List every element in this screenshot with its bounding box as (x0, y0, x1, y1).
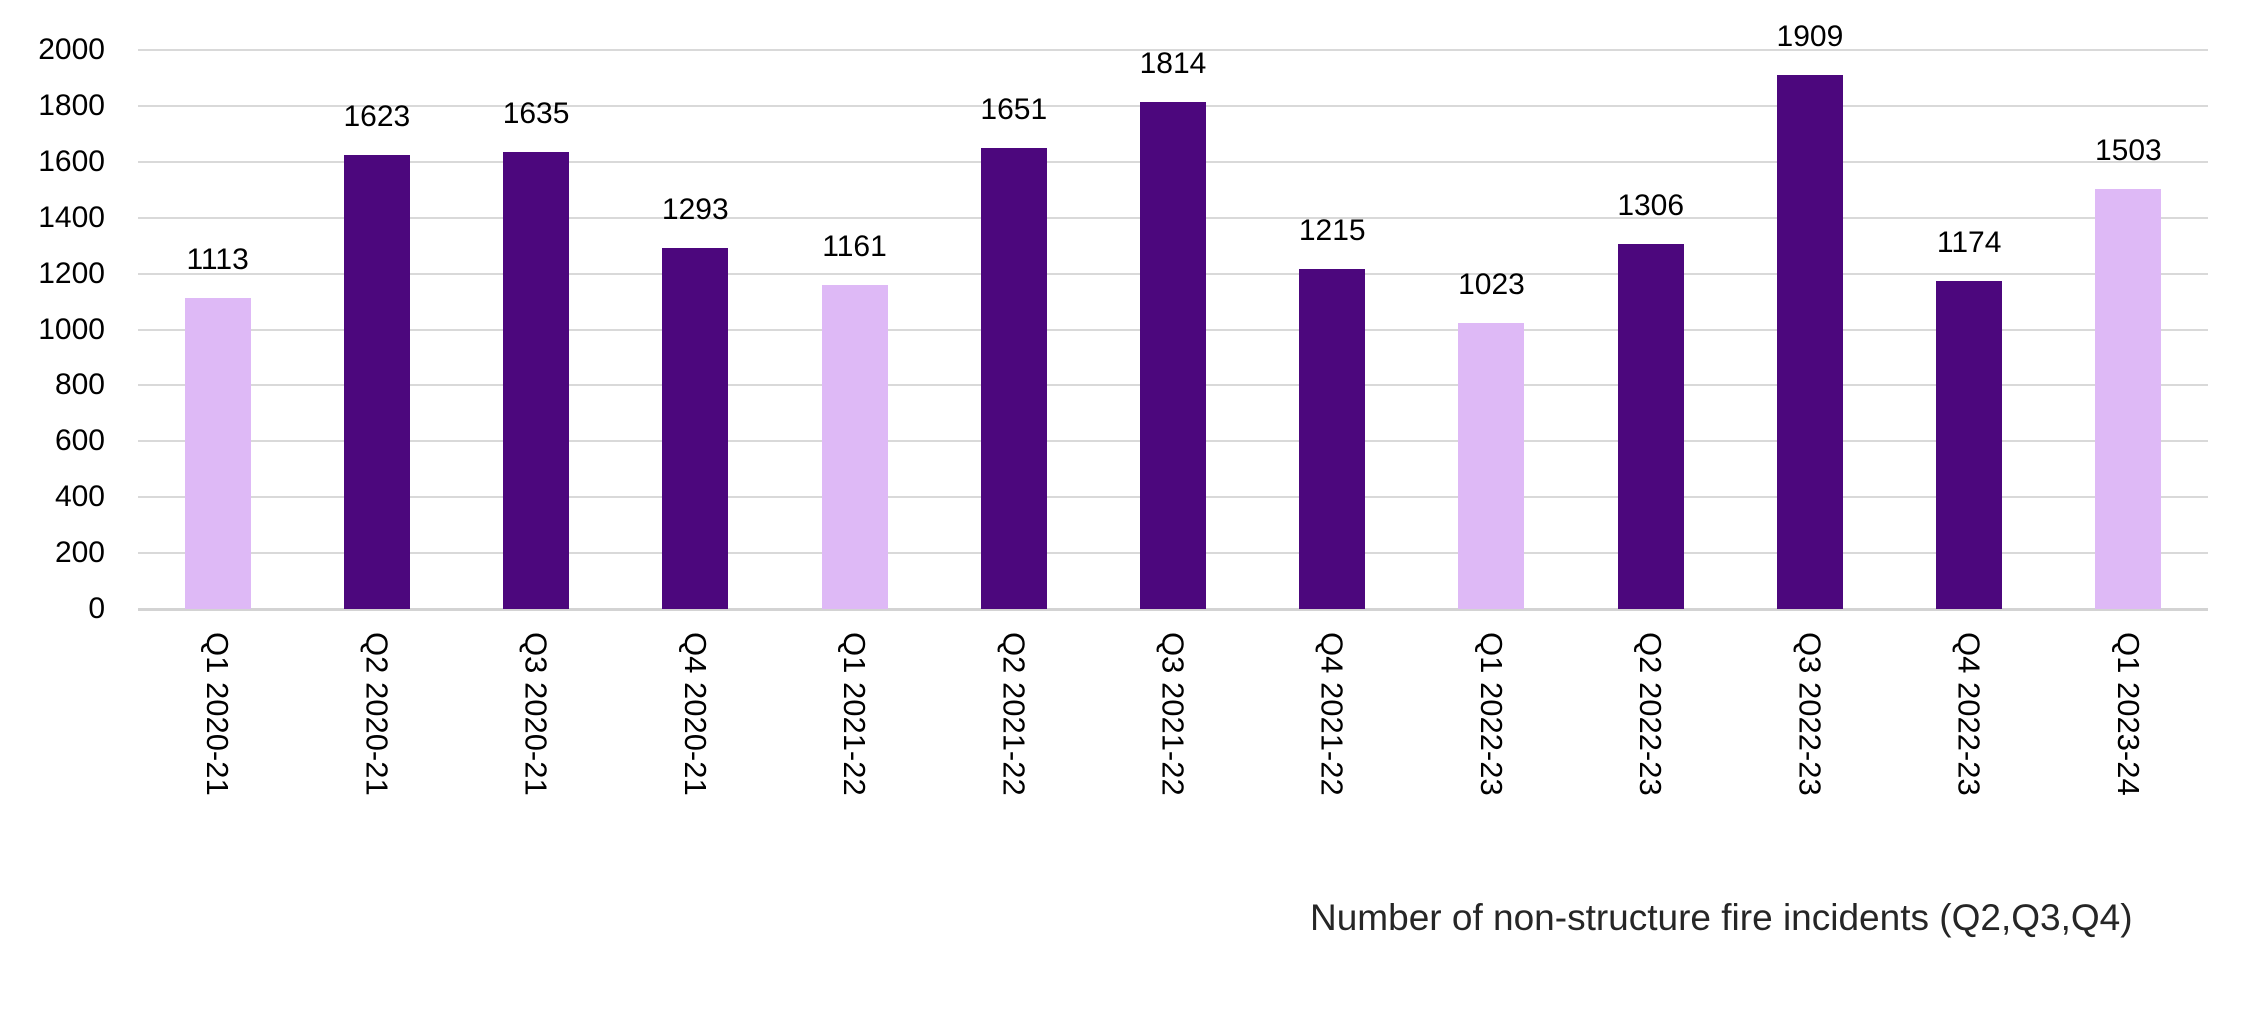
bar-q4-2021-22 (1299, 269, 1366, 609)
x-axis-tick-label: Q3 2022-23 (1792, 632, 1828, 796)
y-axis-tick-label: 600 (54, 424, 105, 458)
data-label: 1306 (1617, 188, 1685, 222)
gridline (138, 49, 2208, 51)
data-label: 1503 (2095, 133, 2162, 167)
plot-area: 1113 1623 1635 1293 1161 1651 1814 1215 1023 1306… (138, 20, 2208, 611)
y-axis-tick-label: 2000 (38, 33, 105, 66)
bar-q1-2023-24 (2095, 188, 2162, 609)
data-label: 1623 (343, 100, 411, 134)
bar-q4-2022-23 (1936, 280, 2003, 609)
x-axis-tick-label: Q2 2021-22 (996, 632, 1032, 796)
data-label: 1909 (1776, 20, 1844, 54)
y-axis-tick-label: 1600 (38, 144, 105, 178)
chart-caption: Number of non-structure fire incidents (… (1310, 897, 2133, 938)
bar-q2-2022-23 (1617, 243, 1684, 609)
bar-q2-2021-22 (980, 147, 1047, 609)
x-axis-tick-label: Q2 2020-21 (359, 632, 395, 796)
y-axis-tick-label: 200 (54, 536, 105, 570)
data-label: 1113 (186, 242, 249, 276)
x-axis-tick-label: Q2 2022-23 (1633, 632, 1669, 796)
y-axis-tick-label: 1200 (38, 256, 105, 290)
bar-q3-2022-23 (1776, 75, 1843, 609)
x-axis-line (138, 608, 2208, 611)
data-label: 1651 (980, 92, 1048, 126)
bar-q3-2021-22 (1140, 102, 1206, 609)
bar-q4-2020-21 (662, 247, 729, 609)
x-axis-tick-label: Q1 2020-21 (200, 632, 236, 796)
y-axis-tick-label: 400 (54, 480, 105, 514)
x-axis-tick-label: Q4 2022-23 (1951, 632, 1987, 796)
y-axis-tick-label: 1800 (38, 88, 105, 122)
x-axis-tick-label: Q1 2022-23 (1473, 632, 1509, 796)
data-label: 1814 (1139, 47, 1207, 80)
data-label: 1293 (661, 192, 729, 226)
data-label: 1023 (1458, 268, 1525, 302)
y-axis-tick-label: 1000 (38, 312, 105, 346)
data-label: 1635 (502, 97, 570, 131)
y-axis-tick-label: 0 (88, 592, 105, 625)
bar-q3-2020-21 (503, 152, 570, 609)
y-axis-tick-label: 1400 (38, 200, 105, 234)
data-label: 1215 (1298, 214, 1366, 248)
bar-q2-2020-21 (343, 155, 410, 609)
x-axis-tick-label: Q1 2021-22 (837, 632, 873, 796)
x-axis-tick-label: Q4 2021-22 (1314, 632, 1350, 796)
y-axis-tick-label: 800 (54, 368, 105, 402)
data-label: 1161 (822, 229, 887, 263)
bar-q1-2020-21 (184, 297, 251, 609)
x-axis-tick-label: Q1 2023-24 (2110, 632, 2146, 796)
x-axis-tick-label: Q4 2020-21 (677, 632, 713, 796)
data-label: 1174 (1936, 225, 2002, 259)
bar-q1-2021-22 (821, 284, 888, 609)
x-axis-tick-label: Q3 2020-21 (518, 632, 554, 796)
x-axis-tick-label: Q3 2021-22 (1155, 632, 1191, 796)
bar-q1-2022-23 (1458, 323, 1525, 609)
